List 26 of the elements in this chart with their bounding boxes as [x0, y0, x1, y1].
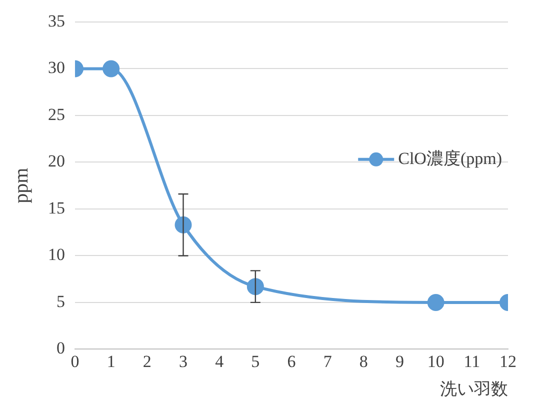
- x-tick-label: 2: [142, 352, 152, 371]
- point: [246, 278, 264, 296]
- x-tick-label: 3: [179, 352, 188, 371]
- y-tick-label: 35: [48, 11, 65, 30]
- x-tick-label: 8: [359, 352, 368, 371]
- x-tick-label: 11: [464, 352, 480, 371]
- point: [102, 60, 120, 78]
- x-tick-label: 5: [251, 352, 260, 371]
- x-tick-label: 0: [70, 352, 80, 371]
- x-tick-label: 9: [396, 352, 404, 371]
- y-tick-label: 20: [48, 152, 65, 171]
- x-tick-label: 4: [215, 352, 224, 371]
- x-tick-label: 6: [287, 352, 296, 371]
- x-tick-label: 10: [427, 352, 444, 371]
- y-tick-label: 10: [48, 245, 65, 264]
- x-axis-title: 洗い羽数: [440, 379, 508, 398]
- legend-label: ClO濃度(ppm): [398, 148, 502, 168]
- y-tick-label: 30: [48, 58, 65, 78]
- y-tick-label: 25: [48, 104, 65, 124]
- x-tick-label: 7: [323, 352, 332, 371]
- y-tick-label: 0: [56, 338, 65, 358]
- x-tick-label: 12: [500, 352, 516, 371]
- y-tick-label: 5: [56, 292, 65, 311]
- y-tick-label: 15: [48, 198, 65, 218]
- x-tick-label: 1: [106, 352, 116, 371]
- y-axis-title: ppm: [10, 167, 32, 204]
